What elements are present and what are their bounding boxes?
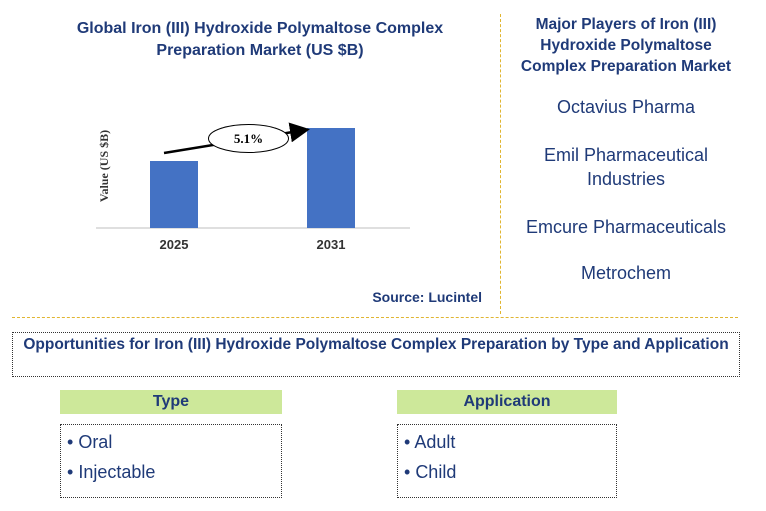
players-title: Major Players of Iron (III) Hydroxide Po… (520, 16, 732, 75)
list-item: • Adult (404, 432, 456, 452)
application-header: Application (397, 390, 617, 414)
player-item: Emil Pharmaceutical Industries (543, 145, 709, 189)
x-tick-label: 2025 (160, 237, 189, 252)
list-item: • Oral (67, 432, 113, 452)
source-label: Source: Lucintel (372, 289, 482, 305)
growth-rate-ellipse (208, 124, 289, 153)
opportunities-title: Opportunities for Iron (III) Hydroxide P… (12, 332, 740, 377)
player-item: Metrochem (580, 263, 672, 283)
type-header: Type (60, 390, 282, 414)
vertical-divider (500, 14, 501, 314)
list-item: • Injectable (67, 462, 156, 482)
player-item: Octavius Pharma (556, 97, 696, 117)
type-list: • Oral • Injectable (60, 424, 282, 498)
bar-2025 (150, 161, 198, 228)
list-item: • Child (404, 462, 457, 482)
chart-title: Global Iron (III) Hydroxide Polymaltose … (76, 20, 444, 59)
player-item: Emcure Pharmaceuticals (525, 217, 727, 237)
bar-2031 (307, 128, 355, 228)
y-axis-label: Value (US $B) (97, 130, 111, 202)
application-list: • Adult • Child (397, 424, 617, 498)
bar-chart: Value (US $B) 2025 2031 5.1% (96, 122, 410, 252)
x-tick-label: 2031 (317, 237, 346, 252)
horizontal-divider (12, 317, 738, 318)
growth-rate-label: 5.1% (234, 131, 263, 146)
